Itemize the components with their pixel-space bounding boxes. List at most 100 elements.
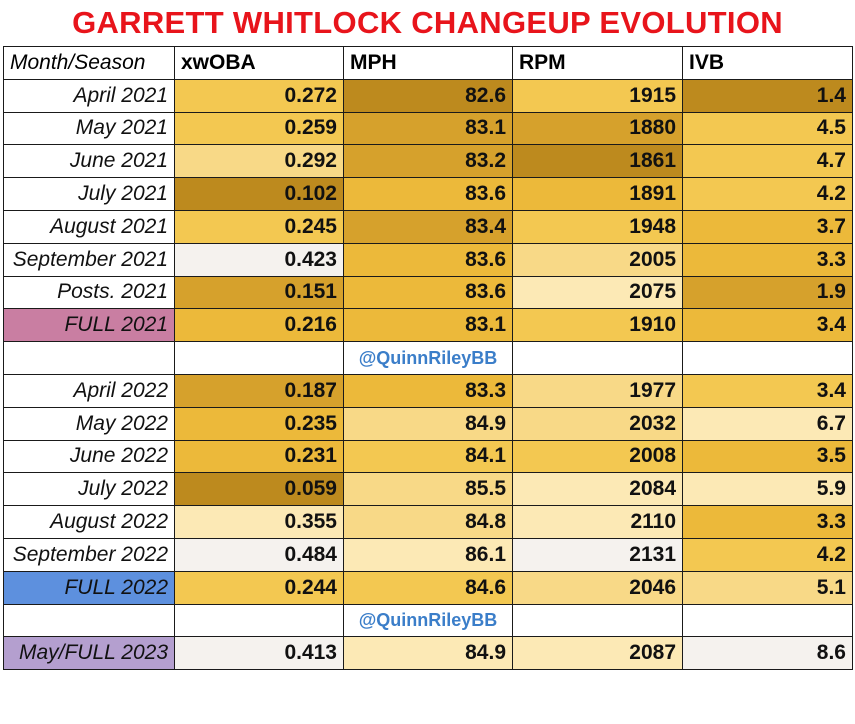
row-label: April 2022: [3, 373, 175, 408]
cell-mph: 84.9: [343, 636, 513, 671]
cell-mph: 84.6: [343, 570, 513, 605]
cell-rpm: 2032: [512, 406, 683, 441]
cell-rpm: 1977: [512, 373, 683, 408]
spacer-row: @QuinnRileyBB: [3, 341, 853, 375]
cell-ivb: 6.7: [682, 406, 853, 441]
cell-ivb: 4.5: [682, 111, 853, 146]
table-row: April 2021 0.272 82.6 1915 1.4: [3, 78, 853, 113]
cell-xwoba: 0.423: [174, 242, 344, 277]
cell-ivb: 1.9: [682, 275, 853, 310]
cell-rpm: 2005: [512, 242, 683, 277]
cell-xwoba: 0.272: [174, 78, 344, 113]
empty-cell: [3, 603, 175, 638]
table-row: September 2021 0.423 83.6 2005 3.3: [3, 242, 853, 277]
empty-cell: [682, 603, 853, 638]
cell-ivb: 4.2: [682, 177, 853, 211]
cell-mph: 82.6: [343, 78, 513, 113]
row-label: June 2021: [3, 144, 175, 179]
cell-rpm: 1910: [512, 308, 683, 343]
cell-xwoba: 0.244: [174, 570, 344, 605]
table-row: July 2021 0.102 83.6 1891 4.2: [3, 177, 853, 211]
cell-rpm: 2110: [512, 505, 683, 539]
cell-xwoba: 0.216: [174, 308, 344, 343]
cell-ivb: 5.9: [682, 472, 853, 507]
cell-ivb: 3.5: [682, 439, 853, 474]
table-row: May/FULL 2023 0.413 84.9 2087 8.6: [3, 636, 853, 671]
watermark-handle: @QuinnRileyBB: [343, 341, 513, 375]
row-label: August 2022: [3, 505, 175, 539]
cell-mph: 84.1: [343, 439, 513, 474]
cell-xwoba: 0.235: [174, 406, 344, 441]
cell-xwoba: 0.059: [174, 472, 344, 507]
column-header-month-season: Month/Season: [3, 46, 175, 80]
row-label: FULL 2021: [3, 308, 175, 343]
table-row: July 2022 0.059 85.5 2084 5.9: [3, 472, 853, 507]
table-row: August 2022 0.355 84.8 2110 3.3: [3, 505, 853, 539]
header-row: Month/Season xwOBA MPH RPM IVB: [3, 46, 853, 80]
cell-mph: 86.1: [343, 537, 513, 572]
cell-mph: 83.2: [343, 144, 513, 179]
row-label: June 2022: [3, 439, 175, 474]
row-label: August 2021: [3, 209, 175, 244]
cell-rpm: 2046: [512, 570, 683, 605]
chart-title: GARRETT WHITLOCK CHANGEUP EVOLUTION: [72, 5, 783, 40]
cell-mph: 83.6: [343, 275, 513, 310]
row-label: May/FULL 2023: [3, 636, 175, 671]
cell-mph: 83.1: [343, 308, 513, 343]
cell-ivb: 3.4: [682, 373, 853, 408]
cell-rpm: 2087: [512, 636, 683, 671]
cell-rpm: 1948: [512, 209, 683, 244]
cell-ivb: 1.4: [682, 78, 853, 113]
cell-rpm: 2084: [512, 472, 683, 507]
cell-ivb: 3.4: [682, 308, 853, 343]
spacer-row: @QuinnRileyBB: [3, 603, 853, 638]
cell-rpm: 1880: [512, 111, 683, 146]
table-row: August 2021 0.245 83.4 1948 3.7: [3, 209, 853, 244]
row-label: April 2021: [3, 78, 175, 113]
cell-rpm: 2131: [512, 537, 683, 572]
cell-mph: 83.1: [343, 111, 513, 146]
cell-mph: 84.9: [343, 406, 513, 441]
table-row: FULL 2021 0.216 83.1 1910 3.4: [3, 308, 853, 343]
cell-rpm: 2075: [512, 275, 683, 310]
row-label: FULL 2022: [3, 570, 175, 605]
cell-rpm: 1861: [512, 144, 683, 179]
cell-ivb: 3.7: [682, 209, 853, 244]
row-label: May 2021: [3, 111, 175, 146]
column-header-mph: MPH: [343, 46, 513, 80]
watermark-handle: @QuinnRileyBB: [343, 603, 513, 638]
cell-xwoba: 0.102: [174, 177, 344, 211]
empty-cell: [682, 341, 853, 375]
table-row: June 2021 0.292 83.2 1861 4.7: [3, 144, 853, 179]
table-row: May 2021 0.259 83.1 1880 4.5: [3, 111, 853, 146]
column-header-ivb: IVB: [682, 46, 853, 80]
empty-cell: [512, 603, 683, 638]
cell-ivb: 4.7: [682, 144, 853, 179]
cell-rpm: 1891: [512, 177, 683, 211]
table-row: May 2022 0.235 84.9 2032 6.7: [3, 406, 853, 441]
empty-cell: [512, 341, 683, 375]
cell-ivb: 4.2: [682, 537, 853, 572]
row-label: September 2021: [3, 242, 175, 277]
cell-mph: 83.6: [343, 242, 513, 277]
row-label: Posts. 2021: [3, 275, 175, 310]
cell-xwoba: 0.292: [174, 144, 344, 179]
changeup-table: Month/Season xwOBA MPH RPM IVB April 2021 0.27…: [3, 46, 853, 671]
row-label: July 2022: [3, 472, 175, 507]
table-row: Posts. 2021 0.151 83.6 2075 1.9: [3, 275, 853, 310]
table-row: FULL 2022 0.244 84.6 2046 5.1: [3, 570, 853, 605]
empty-cell: [174, 341, 344, 375]
column-header-rpm: RPM: [512, 46, 683, 80]
cell-xwoba: 0.231: [174, 439, 344, 474]
cell-xwoba: 0.259: [174, 111, 344, 146]
cell-xwoba: 0.355: [174, 505, 344, 539]
cell-mph: 85.5: [343, 472, 513, 507]
cell-mph: 83.6: [343, 177, 513, 211]
cell-mph: 84.8: [343, 505, 513, 539]
cell-mph: 83.3: [343, 373, 513, 408]
column-header-xwoba: xwOBA: [174, 46, 344, 80]
cell-ivb: 5.1: [682, 570, 853, 605]
cell-mph: 83.4: [343, 209, 513, 244]
cell-xwoba: 0.413: [174, 636, 344, 671]
cell-xwoba: 0.484: [174, 537, 344, 572]
